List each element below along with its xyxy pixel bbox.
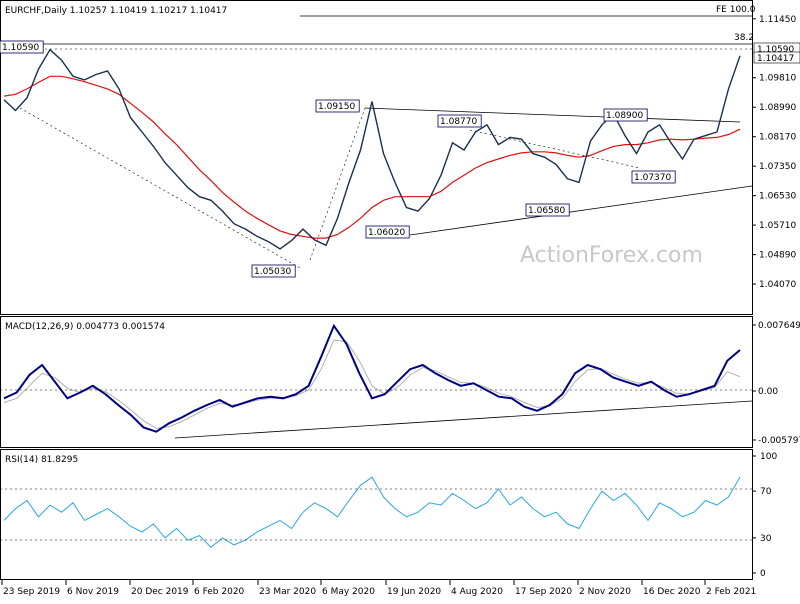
xtick-label: 2 Nov 2020 xyxy=(579,587,631,597)
price-annotation-label: 1.10590 xyxy=(2,43,39,53)
price-tag-box xyxy=(753,51,800,64)
price-annotation-box xyxy=(603,108,648,122)
price-ytick-label: 1.11450 xyxy=(759,15,796,25)
xtick-label: 17 Sep 2020 xyxy=(515,587,572,597)
trendline-mid-dashed xyxy=(469,129,641,169)
rsi-series xyxy=(3,476,741,548)
price-ytick-label: 1.06530 xyxy=(759,192,796,202)
fib382-label: 38.2 xyxy=(734,33,754,43)
x-axis: 23 Sep 2019 6 Nov 2019 20 Dec 2019 6 Feb 20… xyxy=(1,580,756,597)
price-annotation-label: 1.07370 xyxy=(634,173,671,183)
xtick-label: 16 Dec 2020 xyxy=(643,587,701,597)
price-annotation-box xyxy=(0,40,44,54)
price-annotation-label: 1.08900 xyxy=(606,111,643,121)
price-chart-title: EURCHF,Daily 1.10257 1.10419 1.10217 1.1… xyxy=(5,6,227,16)
xtick-label: 4 Aug 2020 xyxy=(451,587,503,597)
rsi-line xyxy=(3,476,741,548)
trendline-up-dashed xyxy=(309,107,366,261)
xtick-label: 20 Dec 2019 xyxy=(131,587,189,597)
xtick-label: 6 Feb 2020 xyxy=(194,587,245,597)
rsi-ytick-label: 0 xyxy=(760,569,766,579)
price-ytick-label: 1.08170 xyxy=(759,133,796,143)
price-annotation-box xyxy=(525,203,570,217)
watermark: ActionForex.com xyxy=(520,243,703,268)
moving-average-line xyxy=(3,75,741,239)
annotation-labels: 1.10590 1.09150 1.08770 1.08900 1.07370 1.065… xyxy=(0,40,676,278)
price-annotation-label: 1.08770 xyxy=(440,117,477,127)
trendline-down xyxy=(19,107,301,269)
price-ytick-label: 1.09810 xyxy=(759,74,796,84)
xtick-label: 6 May 2020 xyxy=(322,587,375,597)
macd-series xyxy=(3,323,741,433)
channel-lower xyxy=(409,185,753,236)
rsi-ytick-label: 30 xyxy=(760,534,772,544)
macd-signal-line xyxy=(3,339,741,429)
price-annotation-box xyxy=(251,264,296,278)
xtick-label: 23 Mar 2020 xyxy=(259,587,316,597)
price-annotation-label: 1.09150 xyxy=(318,102,355,112)
fe100-label: FE 100.0 xyxy=(716,5,756,15)
price-annotation-label: 1.06020 xyxy=(368,228,405,238)
macd-panel-frame xyxy=(0,316,753,448)
rsi-title: RSI(14) 81.8295 xyxy=(5,455,78,465)
price-ytick-label: 1.05710 xyxy=(759,221,796,231)
macd-line xyxy=(3,323,741,433)
xtick-label: 23 Sep 2019 xyxy=(3,587,60,597)
rsi-ytick-label: 70 xyxy=(760,487,772,497)
price-annotation-box xyxy=(315,99,360,113)
price-ytick-label: 1.04890 xyxy=(759,251,796,261)
price-annotation-box xyxy=(437,114,482,128)
xtick-label: 2 Feb 2021 xyxy=(706,587,756,597)
xtick-label: 6 Nov 2019 xyxy=(67,587,119,597)
price-ytick-label: 1.04070 xyxy=(759,280,796,290)
price-ytick-label: 1.07350 xyxy=(759,162,796,172)
price-tag-label: 1.10590 xyxy=(757,45,794,55)
price-annotation-box xyxy=(631,170,676,184)
price-annotation-box xyxy=(365,225,410,239)
macd-trendline xyxy=(174,400,753,439)
macd-ytick-label: 0.007649 xyxy=(758,321,800,331)
price-annotation-label: 1.06580 xyxy=(528,206,565,216)
price-ytick-label: 1.08990 xyxy=(759,103,796,113)
price-annotation-label: 1.05030 xyxy=(254,267,291,277)
channel-upper xyxy=(364,107,741,123)
rsi-panel-frame xyxy=(0,449,753,580)
xtick-label: 19 Jun 2020 xyxy=(387,587,441,597)
macd-title: MACD(12,26,9) 0.004773 0.001574 xyxy=(5,322,165,332)
rsi-ytick-label: 100 xyxy=(760,452,777,462)
macd-ytick-label: 0.00 xyxy=(758,387,778,397)
price-tag-label: 1.10417 xyxy=(757,54,794,64)
macd-ytick-label: -0.005797 xyxy=(758,436,800,446)
y-axes: 1.11450 1.09810 1.08990 1.08170 1.07350 1.065… xyxy=(752,15,800,579)
price-panel-frame xyxy=(0,0,753,315)
